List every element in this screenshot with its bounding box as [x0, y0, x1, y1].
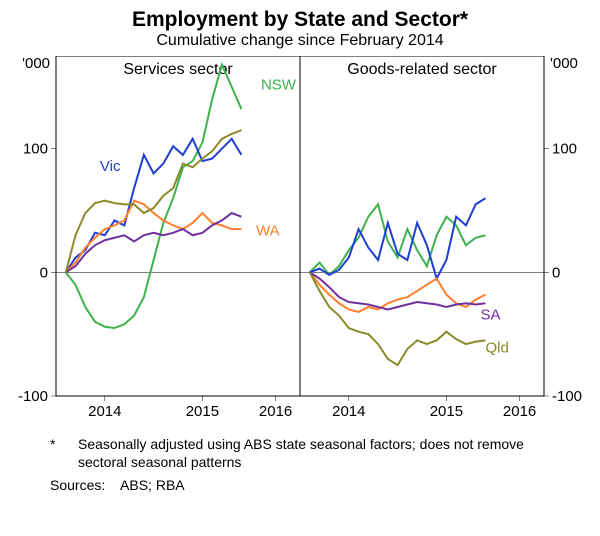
chart-title: Employment by State and Sector*	[0, 0, 600, 32]
footnote-text: Seasonally adjusted using ABS state seas…	[78, 436, 570, 471]
svg-text:Goods-related sector: Goods-related sector	[347, 61, 497, 78]
series-blue-series	[310, 198, 486, 278]
series-green-series	[310, 204, 486, 274]
svg-text:100: 100	[23, 141, 48, 158]
series-SA	[310, 272, 486, 309]
svg-text:2014: 2014	[332, 403, 365, 420]
chart-container: Employment by State and Sector* Cumulati…	[0, 0, 600, 536]
footnote: * Seasonally adjusted using ABS state se…	[0, 432, 600, 471]
chart-subtitle: Cumulative change since February 2014	[0, 32, 600, 56]
series-olive-series	[66, 130, 242, 272]
svg-text:'000: '000	[22, 56, 50, 72]
sources: Sources: ABS; RBA	[0, 471, 600, 493]
series-Qld	[310, 272, 486, 365]
svg-text:2015: 2015	[186, 403, 219, 420]
series-NSW	[66, 65, 242, 328]
sources-label: Sources:	[50, 477, 105, 493]
svg-text:0: 0	[552, 264, 560, 281]
series-label-NSW: NSW	[261, 76, 297, 93]
svg-text:-100: -100	[552, 388, 582, 405]
svg-text:2014: 2014	[88, 403, 121, 420]
series-label-Vic: Vic	[100, 158, 121, 175]
svg-text:Services sector: Services sector	[123, 61, 233, 78]
sources-text: ABS; RBA	[120, 477, 185, 493]
plot-area: '000 '000 -100 -100 0 0 100 100 Services sector 2…	[0, 56, 600, 432]
svg-text:2016: 2016	[503, 403, 536, 420]
svg-text:0: 0	[40, 264, 48, 281]
svg-text:-100: -100	[18, 388, 48, 405]
svg-text:100: 100	[552, 141, 577, 158]
svg-text:2016: 2016	[259, 403, 292, 420]
series-label-WA: WA	[256, 222, 280, 239]
svg-text:2015: 2015	[430, 403, 463, 420]
footnote-marker: *	[50, 436, 78, 471]
series-label-SA: SA	[481, 306, 501, 323]
series-label-Qld: Qld	[485, 340, 508, 357]
svg-text:'000: '000	[550, 56, 578, 72]
